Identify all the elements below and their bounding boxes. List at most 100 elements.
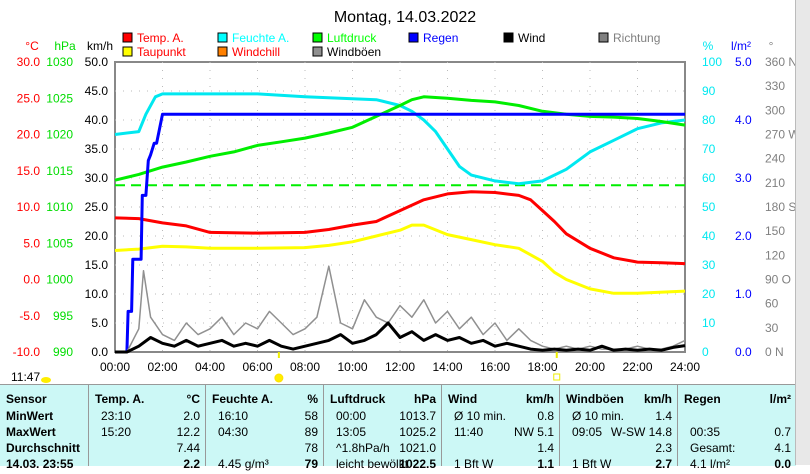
cell-value: 1025.2	[399, 425, 436, 439]
axis-tick-temp: -5.0	[19, 309, 40, 323]
table-column: Sensor MinWert MaxWert Durchschnitt 14.03. 2…	[0, 385, 88, 471]
legend-label: Luftdruck	[327, 31, 377, 45]
cell-label: Ø 10 min.	[454, 409, 507, 423]
x-tick-label: 00:00	[100, 360, 130, 374]
cell-label: 1 Bft W	[454, 457, 494, 471]
cell-label: MaxWert	[6, 425, 56, 439]
weather-chart: Montag, 14.03.2022 °C 30.0 25.0 20.0 15.0 10.0…	[11, 9, 796, 384]
column-title: Windböen	[566, 392, 624, 406]
x-tick-label: 10:00	[337, 360, 367, 374]
axis-tick-pressure: 1020	[46, 128, 73, 142]
table-column: Temp. A. °C 23:10 2.0 15:20 12.2 7.44 2.2	[88, 385, 206, 471]
axis-tick-pressure: 1010	[46, 200, 73, 214]
column-unit: %	[307, 392, 318, 406]
column-title: Temp. A.	[95, 392, 145, 406]
axis-unit-pressure: hPa	[54, 39, 76, 53]
axis-tick-rain: 5.0	[735, 55, 752, 69]
column-title: Wind	[448, 392, 478, 406]
legend-swatch	[122, 46, 133, 57]
legend-label: Taupunkt	[137, 45, 186, 59]
axis-tick-temp: 15.0	[17, 164, 41, 178]
column-title: Sensor	[6, 392, 47, 406]
axis-tick-humidity: 100	[702, 55, 722, 69]
axis-tick-direction: 330	[765, 79, 785, 93]
x-tick-label: 18:00	[527, 360, 557, 374]
cell-value: W-SW 14.8	[610, 425, 672, 439]
cell-label: 11:40	[454, 425, 484, 439]
column-title: Feuchte A.	[212, 392, 273, 406]
column-unit: hPa	[413, 392, 436, 406]
cell-value: 89	[304, 425, 318, 439]
cell-label: 14.03. 23:55	[6, 457, 74, 471]
sunset-icon	[553, 373, 561, 381]
cell-label: leicht bewölkt	[336, 457, 409, 471]
scrollbar[interactable]	[795, 0, 810, 465]
x-tick-label: 12:00	[385, 360, 415, 374]
axis-tick-pressure: 995	[53, 309, 73, 323]
axis-tick-direction: 270 W	[765, 128, 796, 142]
axis-tick-pressure: 990	[53, 345, 73, 359]
axis-tick-temp: 5.0	[23, 236, 40, 250]
cell-value: 1.1	[537, 457, 554, 471]
axis-tick-rain: 0.0	[735, 345, 752, 359]
legend-swatch	[598, 32, 609, 43]
cell-value: 2.2	[183, 457, 200, 471]
x-tick-label: 20:00	[575, 360, 605, 374]
cell-value: 1.4	[655, 409, 672, 423]
series-windböen	[115, 265, 686, 353]
column-unit: km/h	[525, 392, 554, 406]
table-column: Windböen km/h Ø 10 min. 1.4 09:05 W-SW 14.8 2.…	[559, 385, 678, 471]
axis-tick-wind: 35.0	[85, 142, 109, 156]
axis-tick-direction: 90 O	[765, 273, 791, 287]
legend-swatch	[408, 32, 419, 43]
axis-tick-humidity: 40	[702, 229, 716, 243]
x-tick-label: 06:00	[242, 360, 272, 374]
series-luftdruck	[114, 95, 686, 182]
cell-label: 04:30	[218, 425, 249, 439]
axis-tick-rain: 2.0	[735, 229, 752, 243]
axis-tick-wind: 50.0	[85, 55, 109, 69]
cell-value: 1.4	[537, 441, 554, 455]
axis-tick-direction: 300	[765, 103, 785, 117]
x-tick-label: 08:00	[290, 360, 320, 374]
legend-label: Windböen	[327, 45, 381, 59]
cell-value: 0.0	[774, 457, 791, 471]
cell-label: 13:05	[336, 425, 367, 439]
axis-tick-direction: 360 N	[765, 55, 796, 69]
summary-table: Sensor MinWert MaxWert Durchschnitt 14.03. 2…	[0, 384, 797, 471]
column-unit: km/h	[643, 392, 672, 406]
axis-tick-temp: 30.0	[17, 55, 41, 69]
axis-tick-wind: 0.0	[91, 345, 108, 359]
cell-label: 23:10	[101, 409, 132, 423]
axis-tick-humidity: 70	[702, 142, 716, 156]
axis-tick-temp: 10.0	[17, 200, 41, 214]
axis-tick-humidity: 80	[702, 113, 716, 127]
x-tick-label: 02:00	[147, 360, 177, 374]
x-tick-label: 16:00	[480, 360, 510, 374]
axis-tick-humidity: 10	[702, 316, 716, 330]
axis-tick-wind: 45.0	[85, 84, 109, 98]
cell-value: 7.44	[176, 441, 200, 455]
axis-tick-direction: 30	[765, 321, 779, 335]
cell-value: 78	[304, 441, 318, 455]
axis-tick-humidity: 60	[702, 171, 716, 185]
axis-unit-wind: km/h	[87, 39, 113, 53]
cell-label: MinWert	[6, 409, 54, 423]
axis-unit-rain: l/m²	[731, 39, 751, 53]
cell-value: 2.0	[183, 409, 200, 423]
axis-tick-wind: 15.0	[85, 258, 109, 272]
cell-value: 12.2	[176, 425, 200, 439]
axis-tick-wind: 20.0	[85, 229, 109, 243]
axis-tick-wind: 5.0	[91, 316, 108, 330]
cell-value: 2.3	[655, 441, 672, 455]
axis-tick-direction: 0 N	[765, 345, 784, 359]
cell-label: Gesamt:	[690, 441, 736, 455]
cell-label: Durchschnitt	[6, 441, 81, 455]
table-column: Feuchte A.% 16:10 58 04:30 89 78 4.45 g/m³ 79	[205, 385, 324, 471]
axis-tick-direction: 150	[765, 224, 785, 238]
table-column: Regen l/m² 00:35 0.7 Gesamt: 4.1 4.1 l/m² 0.0	[677, 385, 797, 471]
column-unit: °C	[186, 392, 200, 406]
table-column: Luftdruck hPa 00:00 1013.7 13:05 1025.2 ^1.8hP…	[323, 385, 442, 471]
series-taupunkt	[114, 223, 686, 295]
legend-label: Feuchte A.	[232, 31, 289, 45]
